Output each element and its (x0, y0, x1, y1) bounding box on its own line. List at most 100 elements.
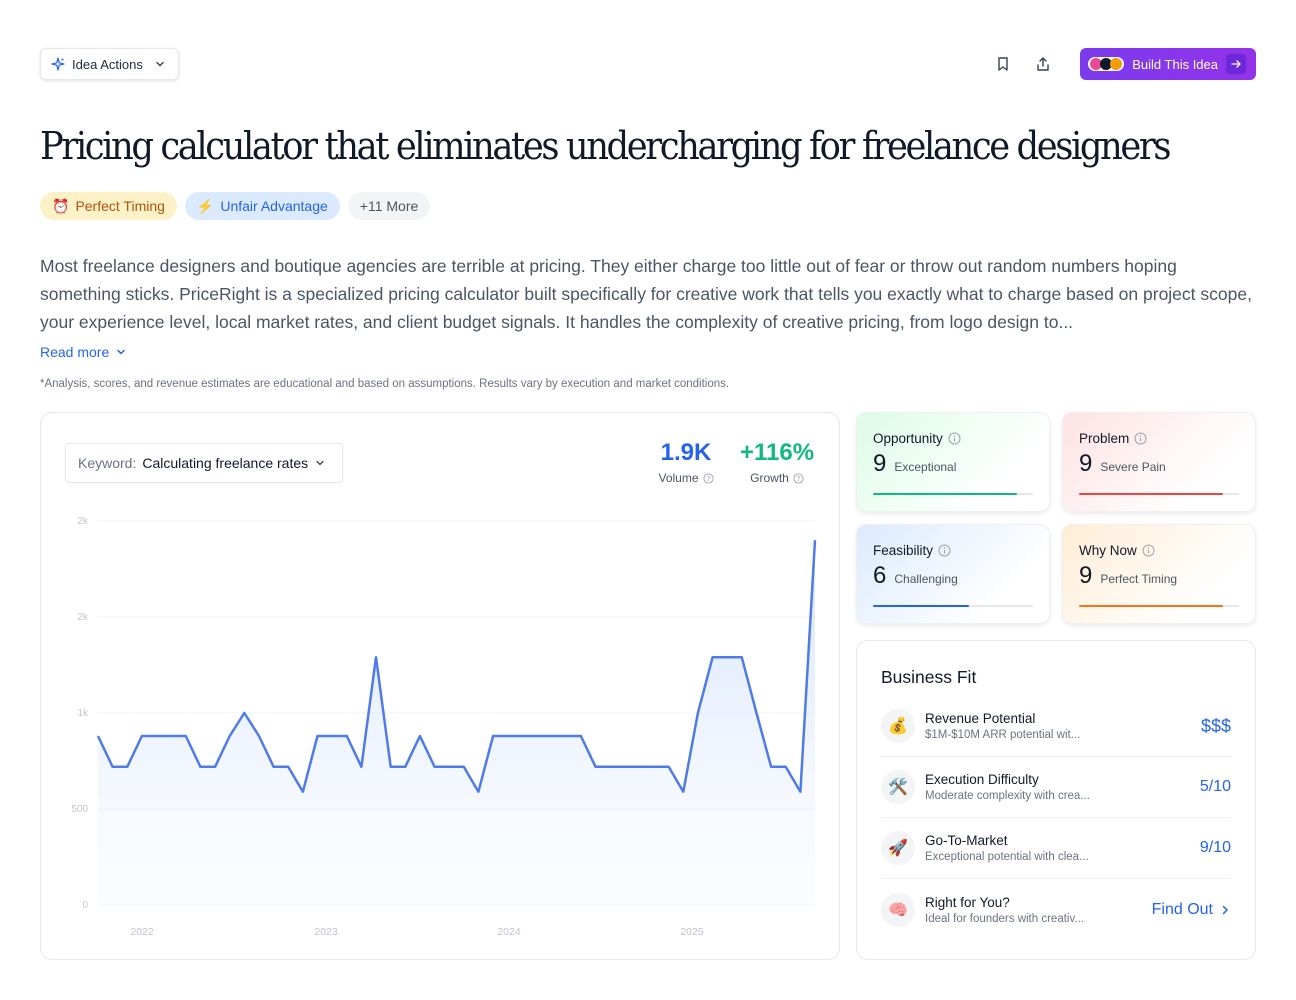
series-line (96, 540, 817, 793)
score-description: Perfect Timing (1100, 572, 1178, 586)
build-label: Build This Idea (1132, 56, 1218, 72)
chevron-right-icon (1219, 904, 1231, 916)
score-bar (1079, 493, 1239, 495)
fit-item-summary: Exceptional potential with clea... (925, 851, 1089, 863)
alarm-clock-icon: ⏰ (52, 197, 70, 214)
score-value: 9 (873, 450, 887, 477)
fit-item-score: 9/10 (1199, 839, 1231, 856)
share-icon[interactable] (1030, 51, 1056, 77)
series-area (98, 540, 815, 905)
disclaimer-text: *Analysis, scores, and revenue estimates… (40, 378, 730, 390)
page-title: Pricing calculator that eliminates under… (40, 124, 1171, 168)
score-bar (1079, 605, 1239, 607)
opportunity-score-card[interactable]: Opportunity 9 Exceptional (856, 412, 1050, 512)
svg-text:?: ? (796, 475, 800, 483)
feasibility-score-card[interactable]: Feasibility 6 Challenging (856, 524, 1050, 624)
volume-value: 1.9K (660, 439, 712, 466)
y-tick-label: 2k (77, 516, 89, 527)
info-icon[interactable] (1142, 544, 1155, 557)
fit-item-execution-difficulty[interactable]: 🛠️ Execution Difficulty Moderate complexi… (881, 757, 1231, 818)
arrow-right-icon (1226, 54, 1246, 74)
keyword-value: Calculating freelance rates (142, 455, 309, 471)
help-icon[interactable]: ? (702, 472, 714, 484)
y-tick-label: 1k (77, 708, 89, 719)
idea-actions-button[interactable]: Idea Actions (40, 48, 179, 80)
x-tick-label: 2025 (680, 926, 704, 938)
help-icon[interactable]: ? (793, 472, 804, 484)
keyword-label: Keyword: (78, 455, 137, 471)
read-more-label: Read more (40, 344, 110, 360)
svg-text:?: ? (706, 475, 710, 483)
header-actions: Build This Idea (990, 48, 1256, 80)
info-icon[interactable] (948, 432, 961, 445)
score-description: Severe Pain (1100, 460, 1166, 474)
fit-item-revenue-potential[interactable]: 💰 Revenue Potential $1M-$10M ARR potentia… (881, 696, 1231, 757)
score-label: Opportunity (873, 431, 943, 446)
tag-perfect-timing[interactable]: ⏰ Perfect Timing (40, 192, 177, 220)
score-value: 9 (1079, 450, 1093, 477)
growth-stat: +116% Growth ? (731, 439, 823, 485)
fit-item-name: Go-To-Market (925, 833, 1008, 848)
y-tick-label: 2k (77, 612, 89, 623)
bookmark-icon[interactable] (990, 51, 1016, 77)
fit-item-go-to-market[interactable]: 🚀 Go-To-Market Exceptional potential with… (881, 818, 1231, 879)
score-value: 6 (873, 562, 887, 589)
problem-score-card[interactable]: Problem 9 Severe Pain (1062, 412, 1256, 512)
score-label: Why Now (1079, 543, 1137, 558)
business-fit-card: Business Fit 💰 Revenue Potential $1M-$10M… (856, 640, 1256, 960)
score-bar-fill (873, 605, 969, 607)
find-out-label: Find Out (1151, 900, 1213, 918)
lightning-icon: ⚡ (196, 197, 215, 214)
fit-item-name: Execution Difficulty (925, 772, 1039, 787)
idea-description: Most freelance designers and boutique ag… (40, 256, 1252, 332)
y-tick-label: 0 (82, 900, 88, 911)
keyword-trend-card: Keyword: Calculating freelance rates 1.9… (40, 412, 840, 960)
chevron-down-icon (115, 346, 127, 358)
keyword-select[interactable]: Keyword: Calculating freelance rates (65, 443, 343, 483)
trend-chart: 0 500 1k 2k 2k 2022 2023 2024 2025 (71, 516, 817, 938)
score-bar (873, 493, 1033, 495)
score-value: 9 (1079, 562, 1093, 589)
chevron-down-icon (154, 58, 166, 70)
business-fit-title: Business Fit (881, 667, 977, 687)
more-tags-button[interactable]: +11 More (347, 192, 431, 220)
volume-label: Volume (658, 471, 699, 485)
x-tick-label: 2022 (130, 926, 154, 938)
score-bar-fill (1079, 493, 1223, 495)
tag-label: Unfair Advantage (220, 198, 328, 214)
fit-item-score: $$$ (1200, 715, 1231, 736)
read-more-link[interactable]: Read more (40, 344, 127, 360)
fit-item-right-for-you[interactable]: 🧠 Right for You? Ideal for founders with … (881, 879, 1231, 940)
volume-stat: 1.9K Volume ? (641, 439, 731, 485)
score-description: Challenging (894, 572, 958, 586)
find-out-link[interactable]: Find Out (1152, 901, 1231, 919)
rocket-icon: 🚀 (881, 831, 915, 865)
tag-unfair-advantage[interactable]: ⚡ Unfair Advantage (184, 192, 340, 220)
build-this-idea-button[interactable]: Build This Idea (1080, 48, 1256, 80)
top-bar: Idea Actions Build This Idea (40, 48, 1256, 80)
score-label: Feasibility (873, 543, 934, 558)
fit-item-summary: Moderate complexity with crea... (925, 790, 1090, 802)
brain-icon: 🧠 (881, 892, 915, 927)
score-label: Problem (1079, 431, 1130, 446)
idea-actions-label: Idea Actions (72, 56, 143, 72)
x-tick-label: 2024 (497, 926, 521, 938)
fit-item-summary: Ideal for founders with creativ... (925, 912, 1084, 925)
fit-item-name: Revenue Potential (925, 711, 1036, 726)
fit-item-name: Right for You? (925, 894, 1010, 910)
why-now-score-card[interactable]: Why Now 9 Perfect Timing (1062, 524, 1256, 624)
tag-label: Perfect Timing (75, 198, 165, 214)
info-icon[interactable] (1134, 432, 1147, 445)
partner-logos (1088, 57, 1125, 71)
fit-item-summary: $1M-$10M ARR potential wit... (925, 729, 1081, 741)
money-bag-icon: 💰 (881, 709, 915, 743)
score-description: Exceptional (894, 460, 957, 474)
sparkle-icon (51, 57, 65, 71)
growth-value: +116% (739, 439, 815, 466)
score-bar-fill (1079, 605, 1223, 607)
fit-item-score: 5/10 (1199, 778, 1231, 795)
info-icon[interactable] (938, 544, 951, 557)
tools-icon: 🛠️ (881, 770, 915, 804)
score-bar (873, 605, 1033, 607)
y-tick-label: 500 (71, 804, 88, 815)
